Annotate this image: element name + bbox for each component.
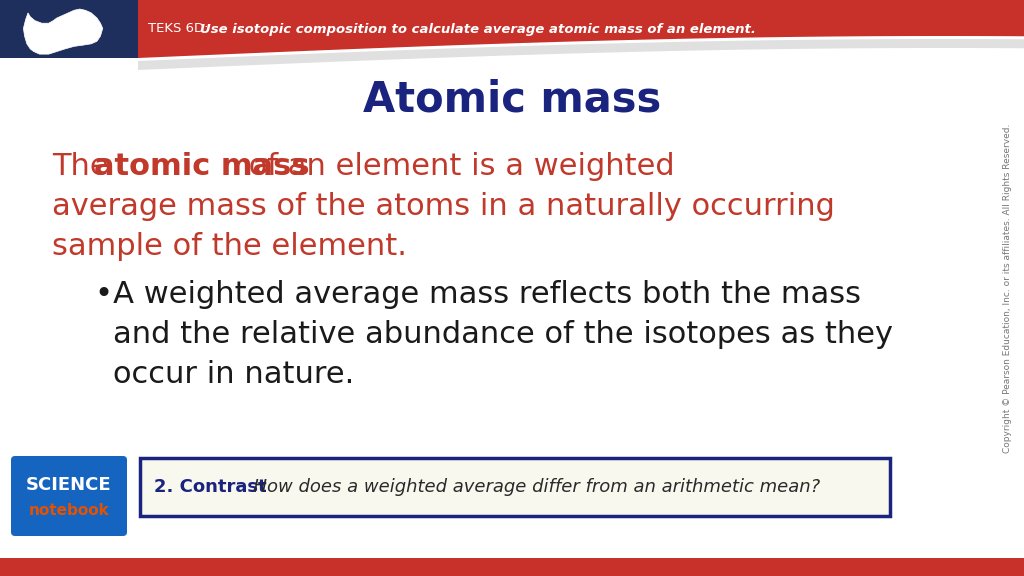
Text: average mass of the atoms in a naturally occurring: average mass of the atoms in a naturally…: [52, 192, 835, 221]
Text: sample of the element.: sample of the element.: [52, 232, 407, 261]
Text: The: The: [52, 152, 119, 181]
Text: SCIENCE: SCIENCE: [27, 476, 112, 494]
Text: Use isotopic composition to calculate average atomic mass of an element.: Use isotopic composition to calculate av…: [200, 22, 756, 36]
Text: 2. Contrast: 2. Contrast: [154, 478, 266, 496]
FancyBboxPatch shape: [140, 458, 890, 516]
Text: Copyright © Pearson Education, Inc. or its affiliates. All Rights Reserved.: Copyright © Pearson Education, Inc. or i…: [1004, 123, 1013, 453]
Text: How does a weighted average differ from an arithmetic mean?: How does a weighted average differ from …: [242, 478, 820, 496]
Bar: [0, 0, 138, 58]
Polygon shape: [138, 36, 1024, 63]
Text: Atomic mass: Atomic mass: [362, 79, 662, 121]
Text: occur in nature.: occur in nature.: [113, 360, 354, 389]
Polygon shape: [24, 9, 102, 54]
Text: •A weighted average mass reflects both the mass: •A weighted average mass reflects both t…: [95, 280, 861, 309]
Text: notebook: notebook: [29, 503, 110, 518]
Bar: [0, 558, 1024, 576]
FancyBboxPatch shape: [11, 456, 127, 536]
Text: atomic mass: atomic mass: [94, 152, 309, 181]
Text: TEKS 6D:: TEKS 6D:: [148, 22, 213, 36]
Text: of an element is a weighted: of an element is a weighted: [239, 152, 675, 181]
Text: and the relative abundance of the isotopes as they: and the relative abundance of the isotop…: [113, 320, 893, 349]
Bar: [0, 0, 1024, 58]
Polygon shape: [138, 39, 1024, 70]
